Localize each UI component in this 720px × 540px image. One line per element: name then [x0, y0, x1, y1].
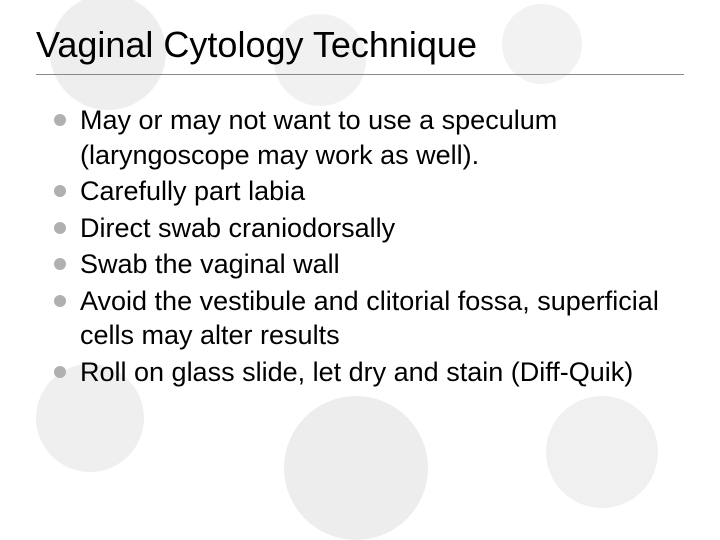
bullet-item: Carefully part labia [54, 174, 684, 209]
decorative-circle [284, 396, 428, 540]
decorative-circle [546, 396, 658, 508]
bullet-text: Swab the vaginal wall [80, 249, 340, 279]
bullet-item: Swab the vaginal wall [54, 247, 684, 282]
slide-body: Vaginal Cytology Technique May or may no… [0, 0, 720, 389]
bullet-list: May or may not want to use a speculum (l… [36, 103, 684, 389]
bullet-item: Direct swab craniodorsally [54, 211, 684, 246]
bullet-item: Avoid the vestibule and clitorial fossa,… [54, 284, 684, 353]
bullet-dot-icon [54, 222, 66, 234]
slide-title: Vaginal Cytology Technique [36, 24, 684, 75]
bullet-dot-icon [54, 185, 66, 197]
bullet-text: Roll on glass slide, let dry and stain (… [80, 357, 633, 387]
bullet-dot-icon [54, 366, 66, 378]
bullet-item: Roll on glass slide, let dry and stain (… [54, 355, 684, 390]
bullet-dot-icon [54, 258, 66, 270]
bullet-dot-icon [54, 114, 66, 126]
bullet-text: May or may not want to use a speculum (l… [80, 105, 557, 170]
bullet-text: Carefully part labia [80, 176, 305, 206]
bullet-text: Direct swab craniodorsally [80, 213, 395, 243]
bullet-text: Avoid the vestibule and clitorial fossa,… [80, 286, 659, 351]
bullet-dot-icon [54, 295, 66, 307]
bullet-item: May or may not want to use a speculum (l… [54, 103, 684, 172]
